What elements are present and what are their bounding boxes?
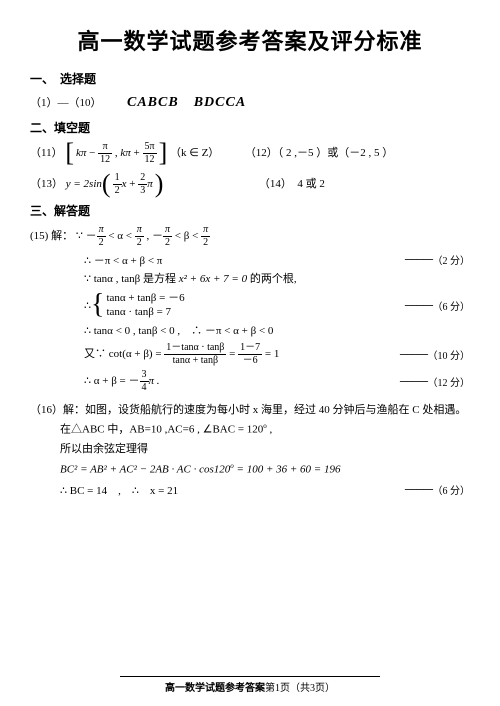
dash: ------------ (400, 349, 428, 360)
q11-label: （11） (30, 147, 63, 159)
mc-answers-row: （1）—（10） CABCB BDCCA (30, 93, 470, 113)
dash: ------------ (405, 300, 433, 311)
q14: （14） 4 或 2 (259, 178, 325, 190)
q16-label: （16）解： (30, 404, 85, 416)
q16-line2: 在△ABC 中，AB=10 ,AC=6 , ∠BAC = 120o , (30, 422, 470, 438)
score-6a: （6 分） (433, 298, 471, 313)
q16-line4: BC² = AB² + AC² − 2AB · AC · cos120o = 1… (30, 462, 470, 478)
q15-line4: ∴ { tanα + tanβ = －6 tanα · tanβ = 7 ---… (30, 291, 470, 320)
q15-line5: ∴ tanα < 0 , tanβ < 0 , ∴ －π < α + β < 0 (30, 324, 470, 339)
dash: ------------ (405, 484, 433, 495)
q13-q14-row: （13） y = 2sin ( 12x + 23π ) （14） 4 或 2 (30, 173, 470, 196)
q12: （12）（ 2 ,－5 ）或（－2 , 5 ） (245, 147, 394, 159)
q11-bracket: [ kπ − π12 , kπ + 5π12 ] (65, 142, 167, 165)
q13-paren: ( 12x + 23π ) (102, 173, 163, 196)
q11-q12-row: （11） [ kπ − π12 , kπ + 5π12 ] （k ∈ Z） （1… (30, 142, 470, 165)
q16-line1: （16）解：如图，设货船航行的速度为每小时 x 海里，经过 40 分钟后与渔船在… (30, 403, 470, 418)
q15-line2: ∴ －π < α + β < π ------------ （2 分） (30, 252, 470, 268)
mc-answers: CABCB BDCCA (127, 95, 246, 110)
score-12: （12 分） (428, 374, 471, 389)
footer-rule (120, 676, 380, 677)
q15-label: (15) 解： (30, 230, 73, 242)
score-2: （2 分） (433, 252, 471, 267)
q15-line7: ∴ α + β = －34π . ------------ （12 分） (30, 370, 470, 393)
section-3-head: 三、解答题 (30, 202, 470, 219)
footer-bold: 高一数学试题参考答案 (165, 683, 265, 694)
q13-prefix: y = 2sin (66, 178, 102, 190)
q15-cases: { tanα + tanβ = －6 tanα · tanβ = 7 (91, 291, 185, 320)
q15-line1: (15) 解： ∵ －π2 < α < π2 , －π2 < β < π2 (30, 225, 470, 248)
q15-line3: ∵ tanα , tanβ 是方程 x² + 6x + 7 = 0 的两个根, (30, 272, 470, 287)
section-2-head: 二、填空题 (30, 119, 470, 136)
q16-line5: ∴ BC = 14 , ∴ x = 21 ------------ （6 分） (30, 482, 470, 498)
q15-line6: 又∵ cot(α + β) = 1－tanα · tanβtanα + tanβ… (30, 343, 470, 366)
dash: ------------ (405, 254, 433, 265)
footer-rest: 第1页（共3页） (265, 683, 335, 694)
q11-cond: （k ∈ Z） (170, 147, 219, 159)
page-footer: 高一数学试题参考答案第1页（共3页） (0, 676, 500, 694)
q13-label: （13） (30, 178, 63, 190)
mc-range: （1）—（10） (30, 97, 102, 109)
score-6b: （6 分） (433, 482, 471, 497)
section-1-head: 一、 选择题 (30, 70, 470, 87)
q16-line3: 所以由余弦定理得 (30, 442, 470, 457)
page-title: 高一数学试题参考答案及评分标准 (30, 24, 470, 56)
dash: ------------ (400, 376, 428, 387)
score-10: （10 分） (428, 347, 471, 362)
q15-l2-math: ∴ －π < α + β < π (84, 252, 162, 268)
